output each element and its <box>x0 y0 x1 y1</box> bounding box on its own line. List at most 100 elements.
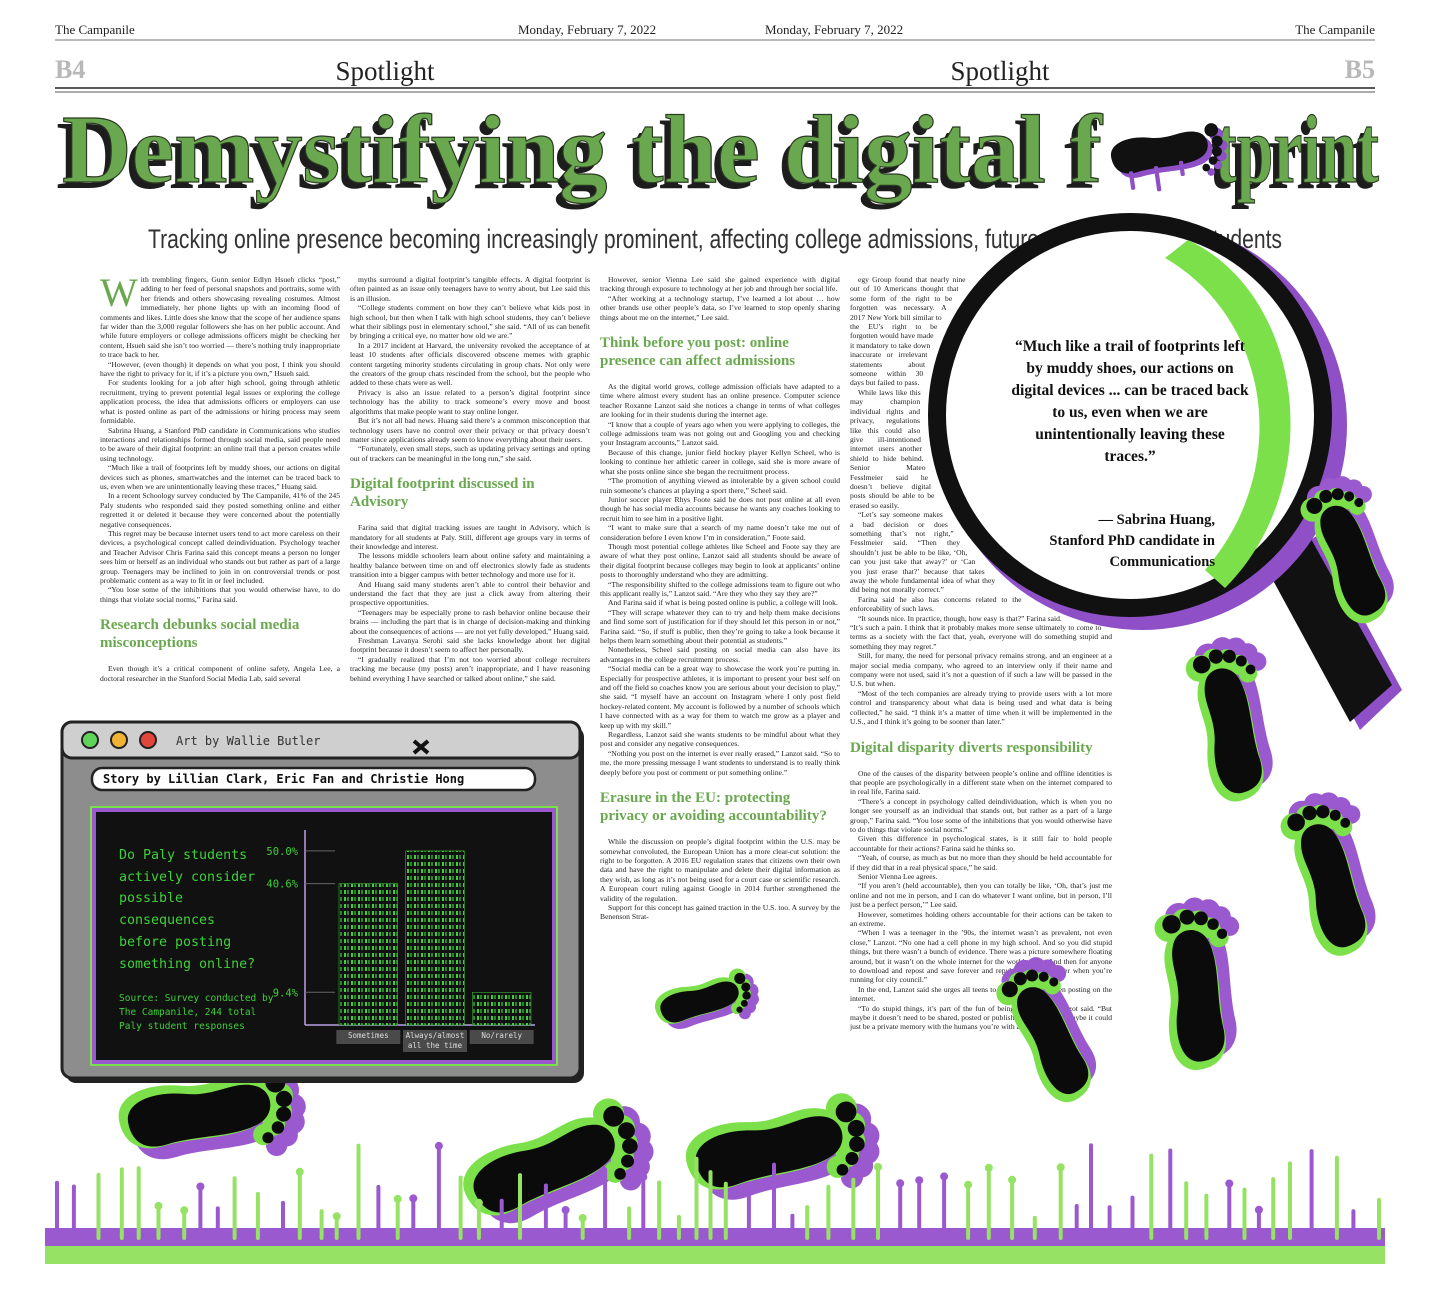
paragraph-text: “The responsibility shifted to the colle… <box>600 579 840 598</box>
grass-blade <box>986 1167 991 1240</box>
paragraph-text: “When I was a teenager in the ’90s, the … <box>850 928 1112 985</box>
paragraph-text: The lessons middle schoolers learn about… <box>350 551 590 580</box>
paragraph-text: Privacy is also an issue related to a pe… <box>350 387 590 416</box>
grass-blade <box>1334 1155 1339 1240</box>
grass-tip <box>1056 1163 1065 1172</box>
grass-tip <box>393 1194 402 1203</box>
headline-shadow: tprint <box>1209 102 1373 210</box>
section-heading: Digital footprint discussed in Advisory <box>350 476 535 511</box>
grass-blade <box>1107 1205 1112 1240</box>
grass-tip <box>561 1206 570 1214</box>
paragraph: The lessons middle schoolers learn about… <box>350 551 590 579</box>
grass-blade <box>1204 1193 1209 1240</box>
paragraph-text: As the digital world grows, college admi… <box>600 382 840 420</box>
grass-blade <box>966 1184 971 1240</box>
grass-tip <box>332 1212 341 1221</box>
paragraph-text: And Huang said many students aren’t able… <box>350 579 590 608</box>
section-name: Spotlight <box>950 56 1050 86</box>
paragraph: Though most potential college athletes l… <box>600 542 840 580</box>
paragraph: Junior soccer player Rhys Foote said he … <box>600 495 840 523</box>
grass-blade <box>518 1173 522 1240</box>
paragraph: “Let’s say someone makes a bad decision … <box>850 510 1112 595</box>
lens <box>946 231 1314 599</box>
footprint <box>654 968 762 1038</box>
paragraph-text: Sabrina Huang, a Stanford PhD candidate … <box>100 425 340 463</box>
paragraph: “The responsibility shifted to the colle… <box>600 580 840 599</box>
grass-blade <box>1184 1181 1189 1240</box>
grass-blade <box>356 1143 361 1240</box>
drip <box>1128 171 1136 190</box>
paragraph-text: However, sometimes holding others accoun… <box>850 909 1112 928</box>
paragraph: “The promotion of anything viewed as int… <box>600 476 840 495</box>
paragraph: “There’s a concept in psychology called … <box>850 797 1112 835</box>
x-tick-label: Sometimes <box>347 1031 389 1040</box>
paragraph-text: Even though it’s a critical component of… <box>100 664 340 683</box>
grass-blade <box>255 1191 260 1240</box>
paragraph-text: “The promotion of anything viewed as int… <box>600 476 840 495</box>
paragraph-text: Regardless, Lanzot said she wants studen… <box>600 730 840 749</box>
drip <box>1153 165 1162 192</box>
grass-tip <box>1225 1179 1234 1188</box>
bar <box>405 850 465 1026</box>
paragraph-text: Junior soccer player Rhys Foote said he … <box>600 494 840 523</box>
paragraph: “When I was a teenager in the ’90s, the … <box>850 928 1112 984</box>
paragraph-text: While laws like this may champion indivi… <box>850 387 935 510</box>
lens-glare <box>1165 240 1291 588</box>
paragraph: “Fortunately, even small steps, such as … <box>350 444 590 463</box>
category-box <box>469 1030 534 1044</box>
text-column: egy Group found that nearly nine out of … <box>850 275 1112 1035</box>
grass-blade <box>232 1176 237 1240</box>
grass-blade <box>55 1180 59 1240</box>
text-column: However, senior Vienna Lee said she gain… <box>600 275 840 1025</box>
paragraph: “Most of the tech companies are already … <box>850 689 1112 727</box>
page-number: B4 <box>55 55 85 84</box>
date: Monday, February 7, 2022 <box>765 22 903 37</box>
section-heading: Digital disparity diverts responsibility <box>850 739 1093 756</box>
paragraph: Farina said he also has concerns related… <box>850 595 1112 614</box>
paragraph-text: egy Group found that nearly nine out of … <box>850 275 966 388</box>
title-bar <box>60 720 582 760</box>
grass-blade <box>898 1183 903 1240</box>
y-tick-label: 40.6% <box>266 879 298 891</box>
paragraph: Regardless, Lanzot said she wants studen… <box>600 730 840 749</box>
paragraph-text: myths surround a digital footprint’s tan… <box>350 275 590 303</box>
window-button <box>81 731 99 749</box>
paragraph: Given this difference in psychological s… <box>850 834 1112 853</box>
paragraph-text: One of the causes of the disparity betwe… <box>850 768 1112 797</box>
grass-tip <box>154 1201 163 1210</box>
grass-blade <box>411 1198 416 1240</box>
paragraph: “Much like a trail of footprints left by… <box>100 463 340 491</box>
footprint <box>992 950 1111 1106</box>
grass-blade <box>1256 1209 1261 1240</box>
paragraph-text: Though most potential college athletes l… <box>600 541 840 580</box>
paragraph: “It sounds nice. In practice, though, ho… <box>850 614 1112 652</box>
paragraph-text: “I gradually realized that I’m not too w… <box>350 654 590 683</box>
x-tick-label: Always/almost all the time <box>405 1031 465 1050</box>
paragraph: Still, for many, the need for personal p… <box>850 651 1112 689</box>
paragraph-text: “Teenagers may be especially prone to ra… <box>350 607 590 636</box>
grass-blade <box>156 1205 161 1240</box>
grass-blade <box>1130 1195 1135 1240</box>
grass-blade <box>1032 1215 1037 1240</box>
paragraph: Farina said that digital tracking issues… <box>350 523 590 551</box>
grass-blade <box>1288 1161 1292 1240</box>
grass-blade <box>641 1177 646 1240</box>
paragraph-text: In a recent Schoology survey conducted b… <box>100 491 340 529</box>
art-credit: Art by Wallie Butler <box>176 734 321 748</box>
grass-blade <box>917 1180 922 1240</box>
paragraph-text: ith trembling fingers, Gunn senior Edlyn… <box>100 275 340 360</box>
grass-blade <box>603 1167 608 1240</box>
grass-tip <box>639 1173 648 1181</box>
paragraph-text: “To do stupid things, it’s part of the f… <box>850 1003 1112 1032</box>
paragraph: And Farina said if what is being posted … <box>600 598 840 607</box>
grass-blade <box>580 1218 585 1240</box>
paragraph: “I know that a couple of years ago when … <box>600 420 840 448</box>
grass-blade <box>1074 1204 1079 1240</box>
footprint <box>1157 899 1246 1068</box>
survey-source: Source: Survey conducted by The Campanil… <box>119 993 274 1032</box>
grass-blade <box>476 1202 481 1240</box>
paragraph: However, senior Vienna Lee said she gain… <box>600 275 840 294</box>
grass-blade <box>1010 1179 1015 1240</box>
